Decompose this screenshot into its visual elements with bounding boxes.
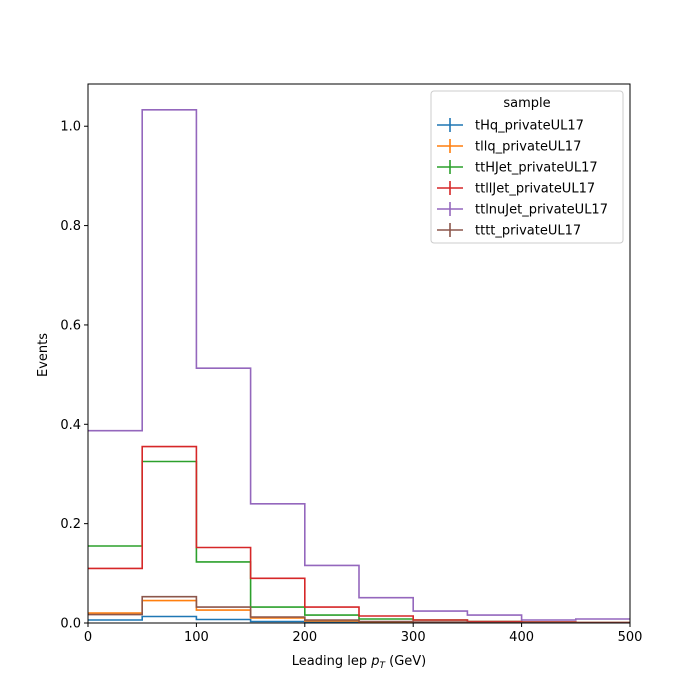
legend-label: ttlnuJet_privateUL17 — [475, 203, 608, 218]
legend-label: tttt_privateUL17 — [475, 224, 581, 239]
legend-label: tHq_privateUL17 — [475, 119, 584, 134]
x-axis-title-prefix: Leading lep — [292, 654, 371, 669]
legend-entry: ttHJet_privateUL17 — [437, 160, 598, 176]
x-axis-title-sub: T — [379, 661, 386, 671]
x-axis-title-var: p — [370, 654, 379, 669]
x-tick-label: 0 — [84, 630, 92, 645]
y-tick-label: 0.0 — [60, 617, 81, 632]
x-axis-ticks: 0 100 200 300 400 500 — [84, 623, 643, 645]
x-tick-label: 100 — [184, 630, 209, 645]
y-tick-label: 0.8 — [60, 219, 81, 234]
legend-label: tllq_privateUL17 — [475, 140, 581, 155]
legend-title: sample — [503, 96, 550, 111]
legend-entry: tHq_privateUL17 — [437, 118, 584, 134]
x-axis-title: Leading lep pT (GeV) — [292, 654, 426, 671]
legend-entry: ttllJet_privateUL17 — [437, 181, 595, 197]
legend-entries: tHq_privateUL17 tllq_privateUL17 ttHJet_pr… — [437, 118, 608, 239]
series-line-ttlnuJet_privateUL17 — [88, 109, 630, 621]
y-axis-title: Events — [36, 333, 51, 377]
legend-entry: tttt_privateUL17 — [437, 223, 581, 239]
plot-frame — [87, 83, 631, 624]
y-tick-label: 0.4 — [60, 418, 81, 433]
x-axis-title-suffix: (GeV) — [385, 654, 426, 669]
x-tick-label: 400 — [509, 630, 534, 645]
y-tick-label: 1.0 — [60, 120, 81, 135]
legend-entry: tllq_privateUL17 — [437, 139, 581, 155]
y-axis-ticks: 0.0 0.2 0.4 0.6 0.8 1.0 — [60, 120, 88, 632]
legend: sample tHq_privateUL17 tllq_privateUL17tt… — [430, 90, 624, 244]
x-tick-label: 200 — [292, 630, 317, 645]
legend-box — [430, 90, 624, 244]
legend-entry: ttlnuJet_privateUL17 — [437, 202, 608, 218]
step-lines — [88, 109, 630, 623]
plot-area — [87, 83, 631, 624]
y-tick-label: 0.2 — [60, 517, 81, 532]
y-tick-label: 0.6 — [60, 318, 81, 333]
legend-label: ttllJet_privateUL17 — [475, 182, 595, 197]
x-tick-label: 500 — [618, 630, 643, 645]
legend-label: ttHJet_privateUL17 — [475, 161, 598, 176]
x-tick-label: 300 — [401, 630, 426, 645]
